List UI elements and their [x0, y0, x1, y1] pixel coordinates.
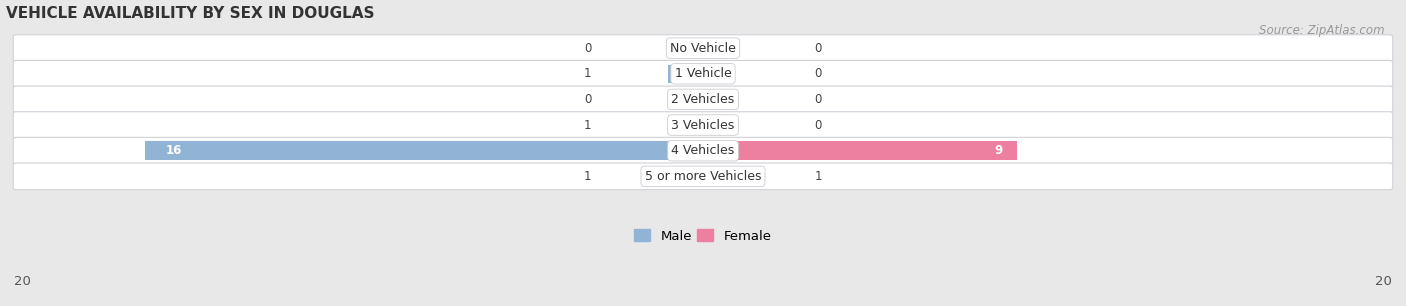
- Text: 1: 1: [814, 170, 823, 183]
- Text: 1: 1: [583, 118, 592, 132]
- Text: No Vehicle: No Vehicle: [671, 42, 735, 54]
- Text: 0: 0: [583, 93, 592, 106]
- FancyBboxPatch shape: [13, 60, 1393, 87]
- Text: 1: 1: [583, 170, 592, 183]
- Text: 0: 0: [583, 42, 592, 54]
- Text: 0: 0: [814, 67, 823, 80]
- Bar: [145, 141, 703, 160]
- Text: 0: 0: [814, 42, 823, 54]
- Bar: [703, 141, 1017, 160]
- Text: VEHICLE AVAILABILITY BY SEX IN DOUGLAS: VEHICLE AVAILABILITY BY SEX IN DOUGLAS: [6, 6, 374, 21]
- FancyBboxPatch shape: [13, 86, 1393, 113]
- Text: Source: ZipAtlas.com: Source: ZipAtlas.com: [1260, 24, 1385, 37]
- Bar: [703, 167, 738, 185]
- Bar: [668, 65, 703, 83]
- Text: 1: 1: [583, 67, 592, 80]
- Text: 20: 20: [14, 275, 31, 288]
- Text: 4 Vehicles: 4 Vehicles: [672, 144, 734, 157]
- Text: 3 Vehicles: 3 Vehicles: [672, 118, 734, 132]
- Legend: Male, Female: Male, Female: [628, 224, 778, 248]
- Text: 0: 0: [814, 118, 823, 132]
- Text: 5 or more Vehicles: 5 or more Vehicles: [645, 170, 761, 183]
- Text: 20: 20: [1375, 275, 1392, 288]
- FancyBboxPatch shape: [13, 137, 1393, 164]
- Bar: [668, 116, 703, 134]
- FancyBboxPatch shape: [13, 35, 1393, 62]
- FancyBboxPatch shape: [13, 163, 1393, 190]
- Text: 9: 9: [994, 144, 1002, 157]
- Text: 0: 0: [814, 93, 823, 106]
- Bar: [668, 167, 703, 185]
- Text: 2 Vehicles: 2 Vehicles: [672, 93, 734, 106]
- Text: 16: 16: [166, 144, 183, 157]
- FancyBboxPatch shape: [13, 112, 1393, 138]
- Text: 1 Vehicle: 1 Vehicle: [675, 67, 731, 80]
